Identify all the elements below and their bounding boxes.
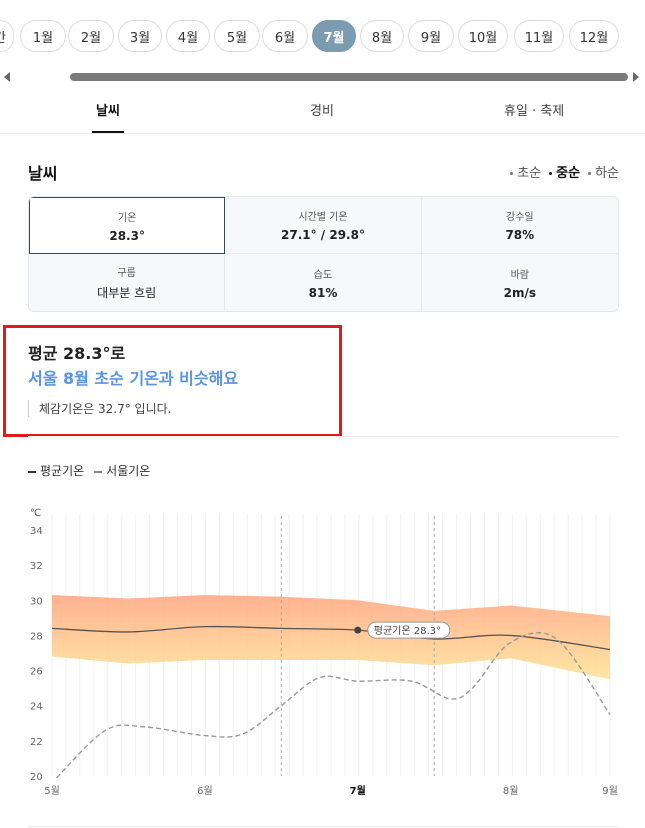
scrollbar-thumb[interactable]: [70, 73, 628, 81]
stat-hourly-temperature[interactable]: 시간별 기온 27.1° / 29.8°: [225, 197, 422, 254]
weather-stats-grid: 기온 28.3° 시간별 기온 27.1° / 29.8° 강수일 78% 구름…: [28, 196, 619, 312]
solid-line-icon: [28, 470, 36, 473]
period-filter: 초순 중순 하순: [510, 162, 619, 181]
stat-label: 구름: [117, 268, 136, 279]
y-tick-label: 28: [30, 631, 43, 642]
month-pill[interactable]: 12월: [569, 20, 619, 52]
x-tick-label: 6월: [197, 785, 213, 797]
feels-like-note: 체감기온은 32.7° 입니다.: [28, 400, 171, 417]
stat-value: 81%: [308, 285, 338, 300]
y-tick-label: 26: [30, 667, 43, 678]
annotation-label: 평균기온 28.3°: [374, 625, 441, 637]
month-pill[interactable]: 6월: [262, 20, 308, 52]
month-pill[interactable]: 9월: [408, 20, 454, 52]
chart-legend: 평균기온 서울기온: [28, 462, 150, 479]
stat-value: 78%: [505, 228, 535, 242]
series-seoul-line: [56, 631, 611, 779]
scroll-left-icon[interactable]: [4, 72, 10, 82]
annotation-point: [354, 626, 362, 634]
stat-label: 바람: [510, 269, 530, 281]
stat-label: 시간별 기온: [298, 212, 348, 223]
stat-value: 27.1° / 29.8°: [281, 228, 365, 242]
y-tick-label: 20: [30, 772, 43, 783]
legend-seoul: 서울기온: [94, 462, 150, 479]
stat-wind[interactable]: 바람 2m/s: [422, 254, 618, 311]
stat-clouds[interactable]: 구름 대부분 흐림: [29, 254, 226, 311]
scroll-right-icon[interactable]: [633, 72, 639, 82]
stat-value: 2m/s: [503, 285, 537, 300]
y-tick-label: 30: [30, 596, 43, 607]
period-late[interactable]: 하순: [588, 162, 619, 181]
x-tick-label: 5월: [44, 785, 60, 797]
bottom-divider: [28, 826, 619, 827]
period-early[interactable]: 초순: [510, 162, 541, 181]
category-tabs: 날씨 경비 휴일 · 축제: [0, 86, 645, 134]
stat-value: 28.3°: [109, 228, 145, 243]
active-tab-indicator: [92, 131, 124, 133]
month-pill[interactable]: 7월: [312, 20, 356, 52]
temperature-range-band: [52, 595, 610, 680]
tab-holidays-festivals[interactable]: 휴일 · 축제: [504, 104, 565, 119]
summary-average: 평균 28.3°로: [28, 344, 126, 363]
stat-temperature[interactable]: 기온 28.3°: [29, 197, 226, 254]
y-tick-label: 22: [30, 737, 43, 748]
legend-average: 평균기온: [28, 462, 84, 479]
stat-label: 강수일: [506, 212, 534, 223]
x-tick-label: 9월: [602, 785, 618, 797]
stat-humidity[interactable]: 습도 81%: [225, 254, 422, 311]
month-pill[interactable]: 11월: [514, 20, 564, 52]
stat-label: 기온: [117, 212, 137, 224]
period-mid[interactable]: 중순: [549, 162, 580, 181]
section-title: 날씨: [28, 164, 58, 183]
stat-label: 습도: [313, 269, 333, 281]
y-tick-label: 32: [30, 561, 43, 572]
highlight-box: [3, 325, 342, 437]
month-pill[interactable]: 2월: [68, 20, 114, 52]
x-tick-label: 7월: [350, 785, 366, 797]
month-pill[interactable]: 5월: [214, 20, 260, 52]
month-pill[interactable]: 간: [0, 20, 14, 52]
stat-value: 대부분 흐림: [97, 286, 157, 300]
month-pill[interactable]: 3월: [118, 20, 162, 52]
month-pill[interactable]: 4월: [166, 20, 210, 52]
month-pill[interactable]: 8월: [360, 20, 404, 52]
dashed-line-icon: [94, 470, 103, 473]
summary-comparison: 서울 8월 초순 기온과 비슷해요: [28, 369, 239, 388]
month-selector: 간1월2월3월4월5월6월7월8월9월10월11월12월: [0, 0, 645, 72]
tab-weather[interactable]: 날씨: [96, 104, 120, 119]
horizontal-scrollbar[interactable]: [0, 70, 645, 84]
y-tick-label: 34: [30, 526, 43, 537]
divider: [28, 436, 619, 437]
series-average-line: [51, 625, 611, 651]
annotation-bubble: [367, 621, 451, 639]
stat-rain-days[interactable]: 강수일 78%: [421, 197, 618, 254]
month-pill[interactable]: 1월: [20, 20, 66, 52]
month-pill[interactable]: 10월: [458, 20, 508, 52]
y-axis-unit: ℃: [30, 508, 41, 519]
y-tick-label: 24: [30, 702, 43, 713]
temperature-chart: ℃ 20 22 24 26 28 30 32 34 평균기온 28.3° 5월 6월 7월 8월 9월: [30, 508, 618, 797]
x-tick-label: 8월: [503, 785, 519, 797]
tab-expenses[interactable]: 경비: [310, 104, 334, 119]
